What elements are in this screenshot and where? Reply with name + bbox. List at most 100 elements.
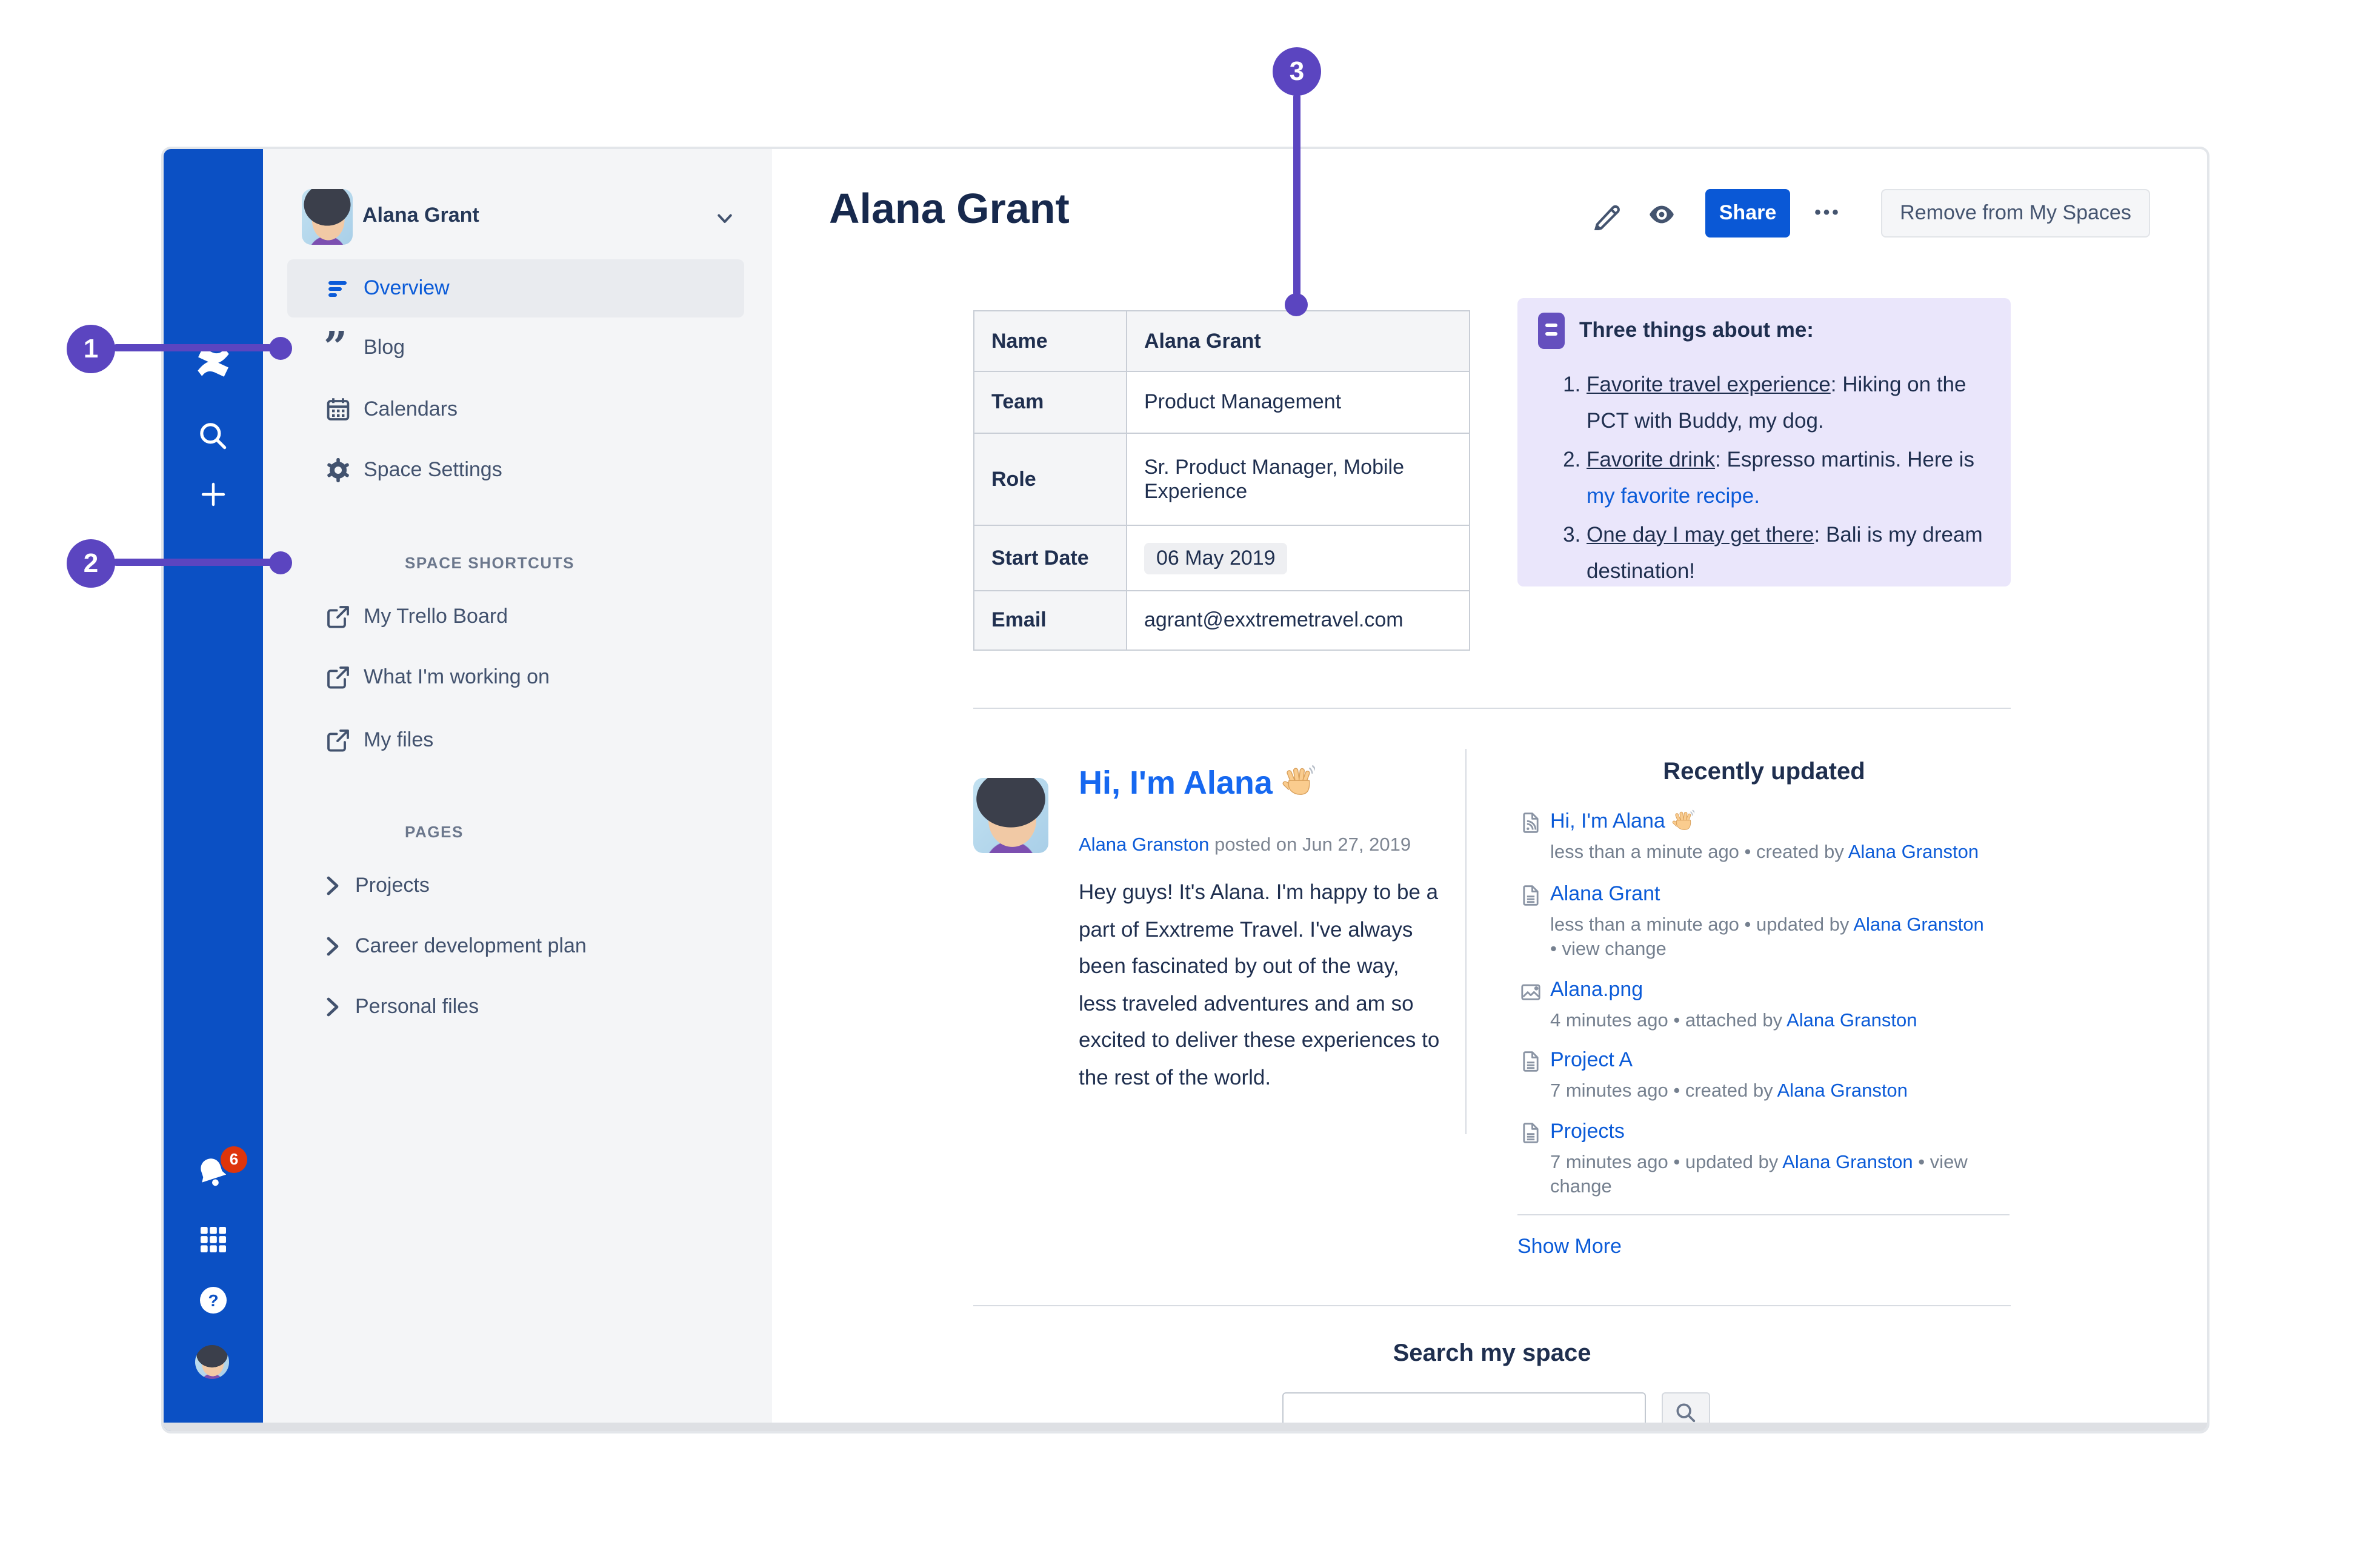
- space-shortcuts-heading: SPACE SHORTCUTS: [405, 554, 575, 572]
- list-divider: [1517, 1214, 2010, 1215]
- table-value: 06 May 2019: [1126, 525, 1470, 591]
- share-button[interactable]: Share: [1705, 189, 1790, 238]
- author-link[interactable]: Alana Granston: [1782, 1152, 1913, 1173]
- chevron-right-icon[interactable]: [318, 992, 347, 1022]
- sidebar-item-calendars[interactable]: Calendars: [287, 379, 744, 440]
- space-sidebar: Alana Grant Overview ” Blog Calendars Sp…: [263, 149, 772, 1431]
- global-nav-rail: 6 ?: [164, 149, 263, 1431]
- app-window: 6 ? Alana Grant Overview ” Blog Calendar…: [161, 147, 2209, 1433]
- user-avatar[interactable]: [195, 1345, 229, 1379]
- author-link[interactable]: Alana Granston: [1853, 915, 1984, 935]
- column-divider: [1465, 749, 1467, 1134]
- recent-item-link[interactable]: Hi, I'm Alana: [1550, 809, 1694, 834]
- recent-item-meta: less than a minute ago • created by Alan…: [1550, 842, 1979, 863]
- section-divider: [973, 1305, 2011, 1306]
- blog-post-icon: [1519, 811, 1543, 835]
- recent-item-meta: 4 minutes ago • attached by Alana Granst…: [1550, 1011, 1917, 1031]
- sidebar-item-what-im-working-on[interactable]: What I'm working on: [287, 647, 744, 708]
- search-my-space-title: Search my space: [1393, 1340, 1591, 1367]
- date-lozenge[interactable]: 06 May 2019: [1144, 542, 1288, 574]
- more-actions-button[interactable]: •••: [1814, 202, 1841, 223]
- gear-icon: [324, 456, 353, 485]
- table-value: Alana Grant: [1126, 310, 1470, 372]
- recent-item-link[interactable]: Project A: [1550, 1048, 1633, 1071]
- search-icon[interactable]: [196, 419, 230, 453]
- sidebar-item-blog[interactable]: ” Blog: [287, 317, 744, 378]
- notification-badge: 6: [221, 1146, 247, 1173]
- about-me-list: Favorite travel experience: Hiking on th…: [1553, 366, 1986, 591]
- recent-item-meta: 7 minutes ago • created by Alana Gransto…: [1550, 1081, 1908, 1101]
- about-me-title: Three things about me:: [1579, 317, 1814, 342]
- list-item: Favorite drink: Espresso martinis. Here …: [1587, 441, 1986, 514]
- blog-quote-icon: ”: [324, 324, 348, 372]
- table-label: Name: [973, 310, 1127, 372]
- calendar-icon: [324, 395, 353, 424]
- create-plus-icon[interactable]: [199, 480, 228, 509]
- chevron-down-icon[interactable]: [714, 207, 736, 229]
- card-bottom-edge: [164, 1423, 2207, 1431]
- sidebar-page-projects[interactable]: Projects: [287, 855, 744, 916]
- table-value: Product Management: [1126, 371, 1470, 434]
- wave-emoji: [1282, 765, 1316, 799]
- overview-icon: [324, 274, 353, 303]
- remove-from-my-spaces-button[interactable]: Remove from My Spaces: [1881, 189, 2150, 238]
- show-more-link[interactable]: Show More: [1517, 1235, 1622, 1258]
- table-value: agrant@exxtremetravel.com: [1126, 590, 1470, 651]
- space-avatar[interactable]: [302, 189, 353, 245]
- recent-item-link[interactable]: Alana Grant: [1550, 882, 1660, 905]
- sidebar-item-space-settings[interactable]: Space Settings: [287, 440, 744, 500]
- notebook-icon: [1538, 313, 1565, 349]
- image-attachment-icon: [1519, 979, 1543, 1003]
- sidebar-page-career-development-plan[interactable]: Career development plan: [287, 916, 744, 977]
- about-me-panel: Three things about me: Favorite travel e…: [1517, 298, 2011, 586]
- annotation-line-3: [1293, 93, 1300, 297]
- table-row: Name Alana Grant: [973, 310, 1470, 372]
- sidebar-item-label: My Trello Board: [364, 605, 508, 628]
- recent-item-link[interactable]: Alana.png: [1550, 978, 1643, 1001]
- page-title: Alana Grant: [829, 185, 1070, 233]
- help-icon[interactable]: ?: [200, 1287, 227, 1314]
- external-link-icon: [324, 663, 353, 692]
- author-link[interactable]: Alana Granston: [1848, 842, 1979, 863]
- table-row: Start Date 06 May 2019: [973, 525, 1470, 591]
- table-label: Team: [973, 371, 1127, 434]
- external-link-icon: [324, 726, 353, 755]
- sidebar-item-my-files[interactable]: My files: [287, 710, 744, 771]
- watch-eye-icon[interactable]: [1645, 200, 1679, 229]
- edit-pencil-icon[interactable]: [1591, 199, 1623, 230]
- sidebar-page-personal-files[interactable]: Personal files: [287, 977, 744, 1037]
- blog-author-avatar[interactable]: [973, 778, 1048, 853]
- author-link[interactable]: Alana Granston: [1777, 1081, 1908, 1101]
- wave-emoji: [1671, 809, 1694, 832]
- table-row: Team Product Management: [973, 371, 1470, 434]
- sidebar-item-overview[interactable]: Overview: [287, 259, 744, 317]
- list-item: Favorite travel experience: Hiking on th…: [1587, 366, 1986, 439]
- annotation-line-2: [113, 559, 273, 566]
- author-link[interactable]: Alana Granston: [1079, 835, 1210, 855]
- recently-updated-title: Recently updated: [1663, 759, 1865, 785]
- author-link[interactable]: Alana Granston: [1787, 1011, 1917, 1031]
- table-label: Start Date: [973, 525, 1127, 591]
- blog-byline: Alana Granston posted on Jun 27, 2019: [1079, 835, 1411, 857]
- favorite-recipe-link[interactable]: my favorite recipe.: [1587, 483, 1760, 508]
- annotation-marker-1: 1: [67, 325, 115, 373]
- sidebar-item-label: Career development plan: [355, 934, 587, 957]
- pages-heading: PAGES: [405, 823, 464, 841]
- recent-item-link[interactable]: Projects: [1550, 1120, 1625, 1143]
- sidebar-item-label: Calendars: [364, 397, 458, 420]
- chevron-right-icon[interactable]: [318, 932, 347, 961]
- app-switcher-grid-icon[interactable]: [196, 1223, 230, 1257]
- search-icon: [1674, 1401, 1698, 1425]
- annotation-line-1: [113, 344, 273, 351]
- sidebar-item-my-trello-board[interactable]: My Trello Board: [287, 586, 744, 647]
- blog-post-link[interactable]: Hi, I'm Alana: [1079, 765, 1316, 802]
- annotation-dot-3: [1285, 293, 1308, 316]
- page-icon: [1519, 1121, 1543, 1145]
- space-name[interactable]: Alana Grant: [362, 204, 479, 227]
- annotation-marker-3: 3: [1273, 47, 1321, 96]
- chevron-right-icon[interactable]: [318, 871, 347, 900]
- sidebar-item-label: Blog: [364, 336, 405, 359]
- annotation-dot-2: [269, 551, 292, 574]
- sidebar-item-label: My files: [364, 728, 434, 751]
- profile-table: Name Alana Grant Team Product Management…: [973, 310, 1470, 651]
